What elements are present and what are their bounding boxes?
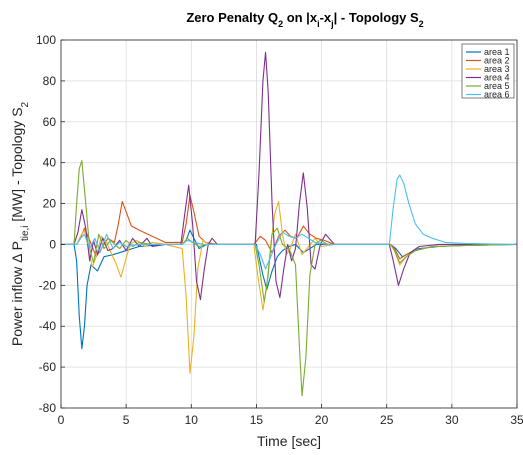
ticks: 0 5 10 15 20 25 30 35 -80 -60 -40 -20 0 20 40 60 80 100 (36, 33, 523, 427)
x-tick-label: 0 (58, 413, 65, 427)
y-tick-label: -80 (39, 401, 57, 415)
y-tick-label: 100 (36, 33, 56, 47)
legend-box (461, 43, 515, 99)
x-tick-label: 15 (250, 413, 264, 427)
legend-label: area 4 (484, 73, 510, 83)
y-tick-label: -60 (39, 360, 57, 374)
y-tick-label: -20 (39, 278, 57, 292)
chart-title: Zero Penalty Q2 on |xi-xj| - Topology S2 (186, 10, 423, 29)
legend-label: area 1 (484, 47, 510, 57)
y-tick-label: 60 (43, 115, 57, 129)
y-axis-label: Power inflow Δ Ptie,i [MW] - Topology S2 (9, 101, 31, 346)
x-axis-label: Time [sec] (257, 433, 321, 449)
legend-label: area 3 (484, 64, 510, 74)
legend-label: area 5 (484, 81, 510, 91)
legend-label: area 2 (484, 56, 510, 66)
series-lines (61, 51, 518, 397)
x-tick-label: 35 (510, 413, 523, 427)
legend-label: area 6 (484, 90, 510, 100)
series-line-area-6 (61, 174, 518, 270)
x-tick-label: 10 (185, 413, 199, 427)
plot-area (61, 40, 517, 408)
y-tick-label: 40 (43, 156, 57, 170)
y-tick-label: -40 (39, 319, 57, 333)
y-tick-label: 0 (49, 237, 56, 251)
axes-box (60, 39, 518, 409)
x-tick-label: 25 (380, 413, 394, 427)
x-tick-label: 30 (445, 413, 459, 427)
y-tick-label: 80 (43, 74, 57, 88)
y-tick-label: 20 (43, 197, 57, 211)
x-tick-label: 20 (315, 413, 329, 427)
x-tick-label: 5 (123, 413, 130, 427)
